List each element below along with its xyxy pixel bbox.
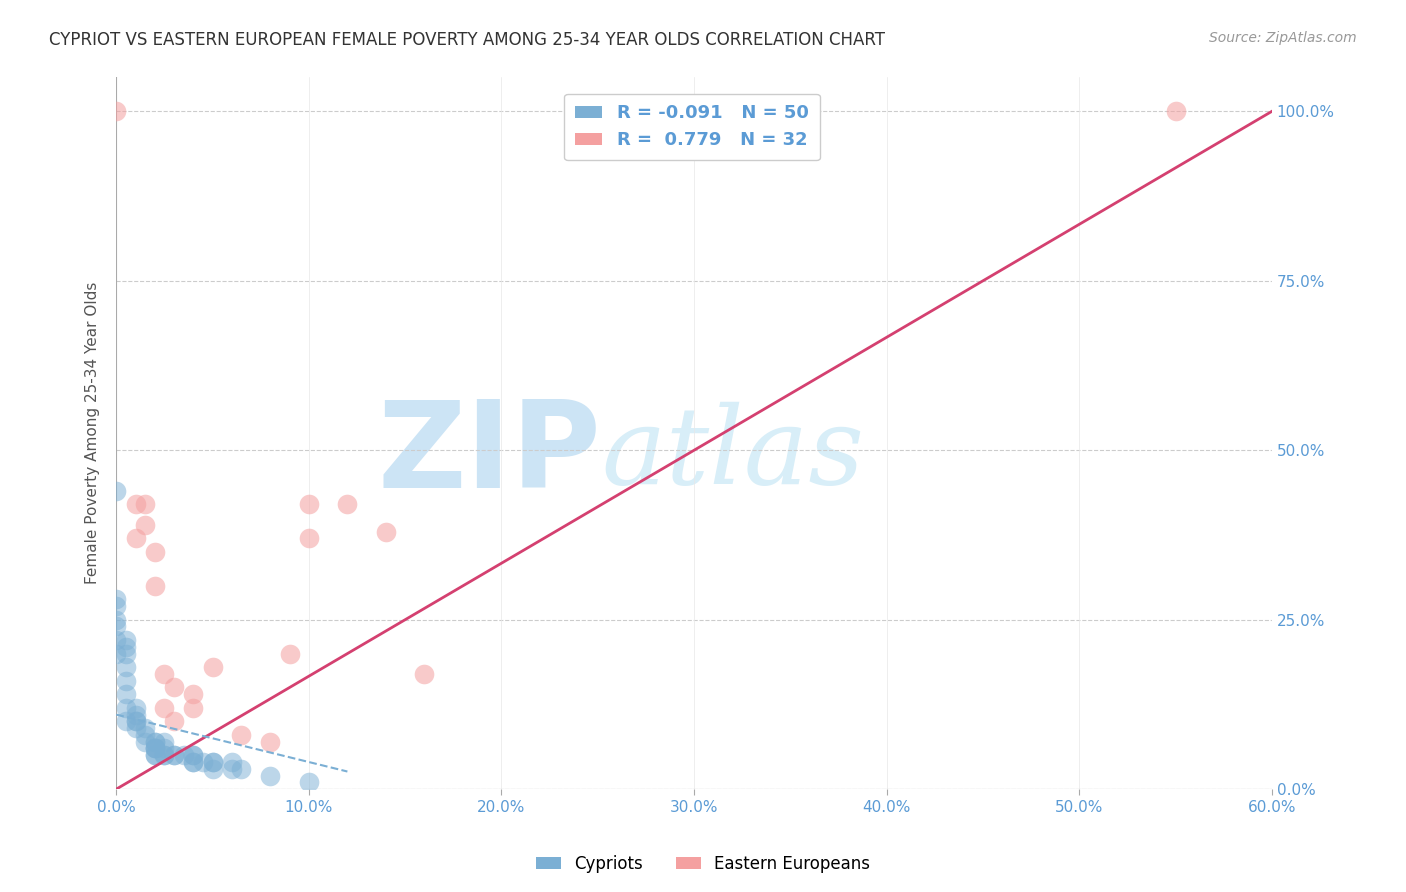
Y-axis label: Female Poverty Among 25-34 Year Olds: Female Poverty Among 25-34 Year Olds bbox=[86, 282, 100, 584]
Point bbox=[105, 592, 128, 607]
Point bbox=[143, 734, 166, 748]
Point bbox=[298, 498, 321, 512]
Point bbox=[143, 734, 166, 748]
Point bbox=[221, 755, 243, 769]
Point bbox=[413, 667, 436, 681]
Point bbox=[124, 498, 146, 512]
Point bbox=[181, 748, 204, 763]
Point bbox=[153, 667, 176, 681]
Point bbox=[115, 701, 138, 715]
Point bbox=[105, 619, 128, 633]
Point bbox=[163, 681, 186, 695]
Point bbox=[105, 647, 128, 661]
Point bbox=[143, 545, 166, 559]
Point bbox=[181, 755, 204, 769]
Point bbox=[163, 748, 186, 763]
Point bbox=[201, 660, 224, 674]
Point bbox=[115, 633, 138, 648]
Point bbox=[115, 660, 138, 674]
Point bbox=[278, 647, 301, 661]
Point bbox=[115, 647, 138, 661]
Point bbox=[231, 728, 253, 742]
Point bbox=[153, 741, 176, 756]
Text: Source: ZipAtlas.com: Source: ZipAtlas.com bbox=[1209, 31, 1357, 45]
Point bbox=[201, 762, 224, 776]
Point bbox=[143, 748, 166, 763]
Point bbox=[105, 613, 128, 627]
Point bbox=[181, 687, 204, 701]
Point bbox=[134, 728, 156, 742]
Point bbox=[1164, 104, 1187, 119]
Point bbox=[115, 687, 138, 701]
Point bbox=[124, 532, 146, 546]
Point bbox=[298, 532, 321, 546]
Point bbox=[163, 714, 186, 729]
Point bbox=[124, 714, 146, 729]
Point bbox=[298, 775, 321, 789]
Text: CYPRIOT VS EASTERN EUROPEAN FEMALE POVERTY AMONG 25-34 YEAR OLDS CORRELATION CHA: CYPRIOT VS EASTERN EUROPEAN FEMALE POVER… bbox=[49, 31, 886, 49]
Point bbox=[134, 721, 156, 735]
Point bbox=[105, 599, 128, 614]
Point bbox=[181, 755, 204, 769]
Point bbox=[124, 701, 146, 715]
Point bbox=[124, 714, 146, 729]
Point bbox=[143, 741, 166, 756]
Point bbox=[143, 741, 166, 756]
Point bbox=[134, 734, 156, 748]
Point bbox=[201, 755, 224, 769]
Point bbox=[105, 633, 128, 648]
Point bbox=[221, 762, 243, 776]
Point bbox=[143, 748, 166, 763]
Text: atlas: atlas bbox=[602, 402, 865, 508]
Point bbox=[105, 104, 128, 119]
Point bbox=[134, 517, 156, 532]
Point bbox=[105, 483, 128, 498]
Legend: Cypriots, Eastern Europeans: Cypriots, Eastern Europeans bbox=[529, 848, 877, 880]
Point bbox=[231, 762, 253, 776]
Point bbox=[181, 748, 204, 763]
Point bbox=[115, 714, 138, 729]
Point bbox=[163, 748, 186, 763]
Point bbox=[191, 755, 214, 769]
Point bbox=[374, 524, 396, 539]
Text: ZIP: ZIP bbox=[378, 396, 602, 513]
Point bbox=[201, 755, 224, 769]
Point bbox=[153, 734, 176, 748]
Point bbox=[153, 701, 176, 715]
Point bbox=[143, 741, 166, 756]
Point bbox=[153, 748, 176, 763]
Point bbox=[153, 748, 176, 763]
Point bbox=[134, 498, 156, 512]
Point bbox=[259, 768, 281, 782]
Point bbox=[143, 579, 166, 593]
Point bbox=[259, 734, 281, 748]
Point bbox=[336, 498, 359, 512]
Point bbox=[181, 701, 204, 715]
Point bbox=[124, 707, 146, 722]
Point bbox=[115, 640, 138, 654]
Point bbox=[124, 721, 146, 735]
Point bbox=[115, 673, 138, 688]
Legend: R = -0.091   N = 50, R =  0.779   N = 32: R = -0.091 N = 50, R = 0.779 N = 32 bbox=[564, 94, 820, 161]
Point bbox=[173, 748, 195, 763]
